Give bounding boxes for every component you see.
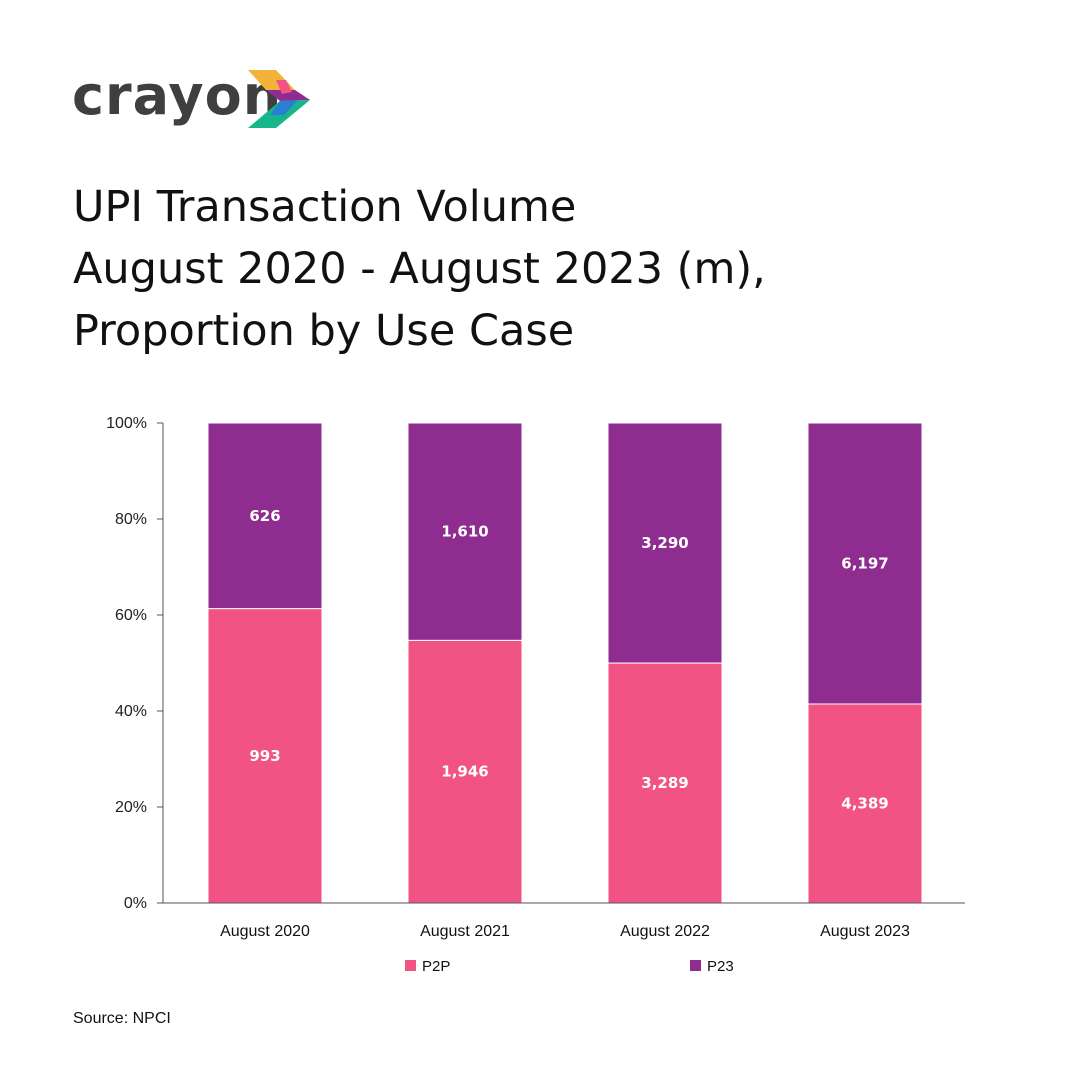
bar-p23 xyxy=(607,422,723,664)
stacked-bar-chart: 0% 20% 40% 60% 80% 100% 993 626 August 2020 1,946… xyxy=(106,415,965,975)
data-label-p23: 3,290 xyxy=(641,534,688,552)
x-category-label: August 2021 xyxy=(420,923,510,940)
bar-p2p xyxy=(207,608,323,904)
y-tick-label: 100% xyxy=(106,415,147,432)
legend-label-p2p: P2P xyxy=(422,958,450,975)
source-note: Source: NPCI xyxy=(73,1010,171,1027)
bar-p23 xyxy=(807,422,923,705)
crayon-logo: crayon xyxy=(72,64,312,132)
title-line-2: August 2020 - August 2023 (m), xyxy=(73,244,766,294)
x-category-label: August 2023 xyxy=(820,923,910,940)
legend-swatch-p2p xyxy=(405,960,416,971)
chevron-logo-icon xyxy=(248,70,310,128)
data-label-p23: 626 xyxy=(249,507,280,525)
bar-p23 xyxy=(407,422,523,641)
bar-p2p xyxy=(407,639,523,904)
bar-p2p xyxy=(607,662,723,904)
y-tick-label: 40% xyxy=(115,703,147,720)
data-label-p2p: 4,389 xyxy=(841,794,888,812)
y-tick-label: 80% xyxy=(115,511,147,528)
data-label-p2p: 993 xyxy=(249,747,280,765)
title-line-1: UPI Transaction Volume xyxy=(73,182,577,232)
bar-p23 xyxy=(207,422,323,610)
data-label-p2p: 3,289 xyxy=(641,774,688,792)
data-label-p23: 6,197 xyxy=(841,554,888,572)
data-label-p2p: 1,946 xyxy=(441,763,488,781)
legend-label-p23: P23 xyxy=(707,958,734,975)
y-tick-label: 0% xyxy=(124,895,147,912)
legend-swatch-p23 xyxy=(690,960,701,971)
x-category-label: August 2022 xyxy=(620,923,710,940)
title-line-3: Proportion by Use Case xyxy=(73,306,575,356)
chart-title: UPI Transaction Volume August 2020 - Aug… xyxy=(73,176,973,362)
x-category-label: August 2020 xyxy=(220,923,310,940)
y-tick-label: 60% xyxy=(115,607,147,624)
y-tick-label: 20% xyxy=(115,799,147,816)
logo-wordmark: crayon xyxy=(72,64,283,127)
data-label-p23: 1,610 xyxy=(441,523,488,541)
